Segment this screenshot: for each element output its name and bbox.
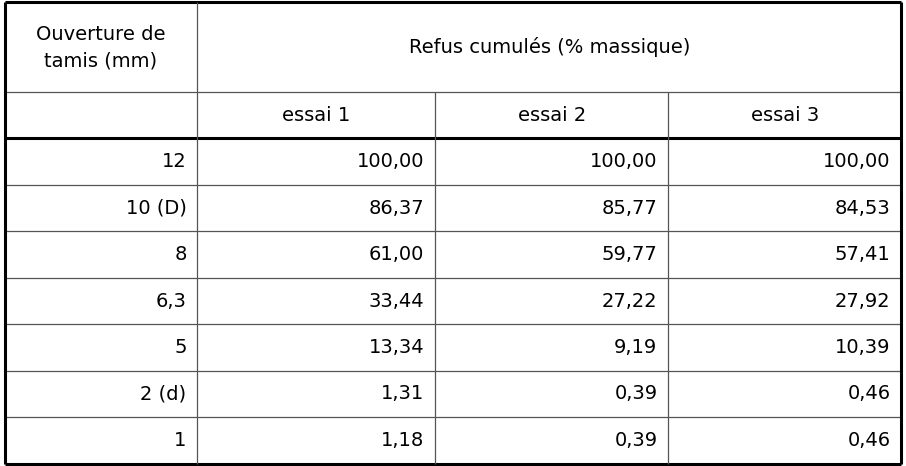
Text: Refus cumulés (% massique): Refus cumulés (% massique) xyxy=(409,37,690,57)
Text: 1,31: 1,31 xyxy=(381,384,424,404)
Text: 0,46: 0,46 xyxy=(847,431,891,450)
Text: 9,19: 9,19 xyxy=(614,338,658,357)
Text: 12: 12 xyxy=(162,152,187,171)
Text: 0,39: 0,39 xyxy=(614,431,658,450)
Text: essai 1: essai 1 xyxy=(282,106,351,125)
Text: 6,3: 6,3 xyxy=(156,292,187,310)
Text: 2 (d): 2 (d) xyxy=(140,384,187,404)
Text: 10 (D): 10 (D) xyxy=(126,199,187,218)
Text: 86,37: 86,37 xyxy=(369,199,424,218)
Text: 13,34: 13,34 xyxy=(369,338,424,357)
Text: 10,39: 10,39 xyxy=(835,338,891,357)
Text: 27,92: 27,92 xyxy=(835,292,891,310)
Text: 0,46: 0,46 xyxy=(847,384,891,404)
Text: 100,00: 100,00 xyxy=(823,152,891,171)
Text: 61,00: 61,00 xyxy=(369,245,424,264)
Text: 1,18: 1,18 xyxy=(381,431,424,450)
Text: 59,77: 59,77 xyxy=(602,245,658,264)
Text: 100,00: 100,00 xyxy=(590,152,658,171)
Text: 1: 1 xyxy=(174,431,187,450)
Text: essai 2: essai 2 xyxy=(517,106,586,125)
Text: 0,39: 0,39 xyxy=(614,384,658,404)
Text: 8: 8 xyxy=(174,245,187,264)
Text: 33,44: 33,44 xyxy=(369,292,424,310)
Text: 57,41: 57,41 xyxy=(834,245,891,264)
Text: 84,53: 84,53 xyxy=(834,199,891,218)
Text: essai 3: essai 3 xyxy=(751,106,819,125)
Text: 85,77: 85,77 xyxy=(602,199,658,218)
Text: 5: 5 xyxy=(174,338,187,357)
Text: Ouverture de
tamis (mm): Ouverture de tamis (mm) xyxy=(36,25,166,70)
Text: 27,22: 27,22 xyxy=(602,292,658,310)
Text: 100,00: 100,00 xyxy=(357,152,424,171)
